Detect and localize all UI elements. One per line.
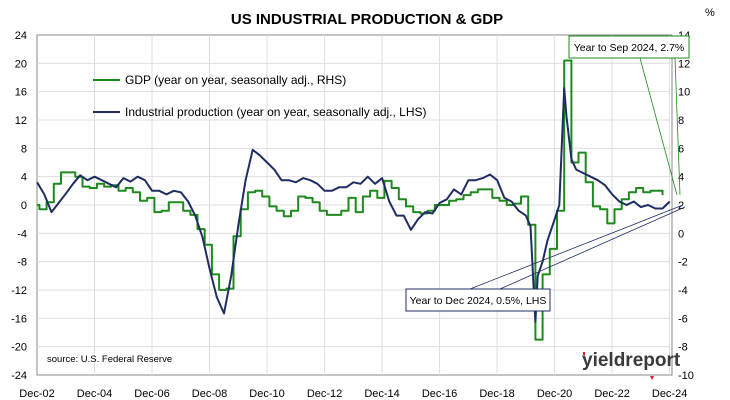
left-tick-label: -24 [11, 370, 27, 382]
annotation-gdp: Year to Sep 2024, 2.7% [568, 35, 690, 196]
left-tick-label: 12 [15, 115, 27, 127]
annotation-ip: Year to Dec 2024, 0.5%, LHS [405, 204, 686, 312]
right-tick-label: 12 [678, 58, 690, 70]
right-tick-label: 10 [678, 87, 690, 99]
x-tick-label: Dec-20 [537, 388, 572, 400]
right-tick-label: -6 [678, 313, 688, 325]
source-note: source: U.S. Federal Reserve [47, 354, 172, 365]
x-tick-label: Dec-08 [192, 388, 227, 400]
x-tick-label: Dec-04 [77, 388, 112, 400]
chart-title: US INDUSTRIAL PRODUCTION & GDP [231, 11, 503, 28]
annotation-ip-text: Year to Dec 2024, 0.5%, LHS [410, 295, 547, 307]
x-tick-label: Dec-16 [422, 388, 457, 400]
series-line-industrial-production [36, 87, 671, 323]
left-tick-label: -8 [17, 257, 27, 269]
x-tick-label: Dec-14 [364, 388, 399, 400]
x-tick-label: Dec-10 [249, 388, 284, 400]
right-tick-label: 6 [678, 143, 684, 155]
left-tick-label: -20 [11, 342, 27, 354]
right-tick-label: -8 [678, 342, 688, 354]
left-tick-label: -4 [17, 228, 27, 240]
left-axis-ticks: -24 -20 -16 -12 -8 -4 0 4 8 12 16 20 24 [11, 30, 27, 382]
x-tick-label: Dec-06 [134, 388, 169, 400]
series-line-gdp [37, 59, 664, 341]
annotation-gdp-text: Year to Sep 2024, 2.7% [574, 42, 685, 54]
left-tick-label: 4 [21, 172, 27, 184]
right-axis-ticks: -10-8-6-4-202468101214 [678, 30, 694, 382]
x-tick-label: Dec-24 [652, 388, 687, 400]
right-tick-label: -2 [678, 257, 688, 269]
left-tick-label: 8 [21, 143, 27, 155]
right-tick-label: 4 [678, 172, 684, 184]
x-tick-label: Dec-12 [307, 388, 342, 400]
series-lines [36, 59, 671, 341]
right-tick-label: -4 [678, 285, 688, 297]
left-tick-label: 0 [21, 200, 27, 212]
right-axis-unit: % [705, 7, 715, 19]
legend: GDP (year on year, seasonally adj., RHS)… [93, 73, 427, 119]
right-tick-label: 0 [678, 228, 684, 240]
yieldreport-logo: yieldreport [582, 350, 681, 371]
x-axis-ticks: Dec-02 Dec-04 Dec-06 Dec-08 Dec-10 Dec-12 Dec-… [19, 388, 687, 400]
legend-label-gdp: GDP (year on year, seasonally adj., RHS) [125, 73, 346, 87]
right-tick-label: -10 [678, 370, 694, 382]
left-tick-label: 20 [15, 58, 27, 70]
x-tick-label: Dec-18 [479, 388, 514, 400]
gridlines [37, 35, 672, 375]
left-tick-label: -16 [11, 313, 27, 325]
left-tick-label: 16 [15, 87, 27, 99]
logo-accent [583, 352, 585, 355]
x-tick-label: Dec-02 [19, 388, 54, 400]
x-axis-marker [650, 376, 654, 380]
left-tick-label: -12 [11, 285, 27, 297]
logo-text: yieldreport [582, 350, 681, 371]
legend-label-ip: Industrial production (year on year, sea… [125, 105, 427, 119]
x-tick-label: Dec-22 [594, 388, 629, 400]
right-tick-label: 8 [678, 115, 684, 127]
left-tick-label: 24 [15, 30, 27, 42]
